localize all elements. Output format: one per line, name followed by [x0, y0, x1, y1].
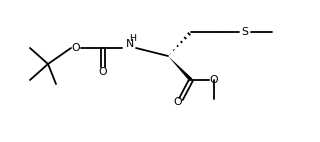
- Text: H: H: [130, 34, 137, 42]
- Text: S: S: [242, 27, 249, 37]
- Polygon shape: [168, 56, 192, 81]
- Text: O: O: [210, 75, 218, 85]
- Text: N: N: [126, 39, 134, 49]
- Text: O: O: [99, 67, 107, 77]
- Text: O: O: [72, 43, 80, 53]
- Text: O: O: [174, 97, 182, 107]
